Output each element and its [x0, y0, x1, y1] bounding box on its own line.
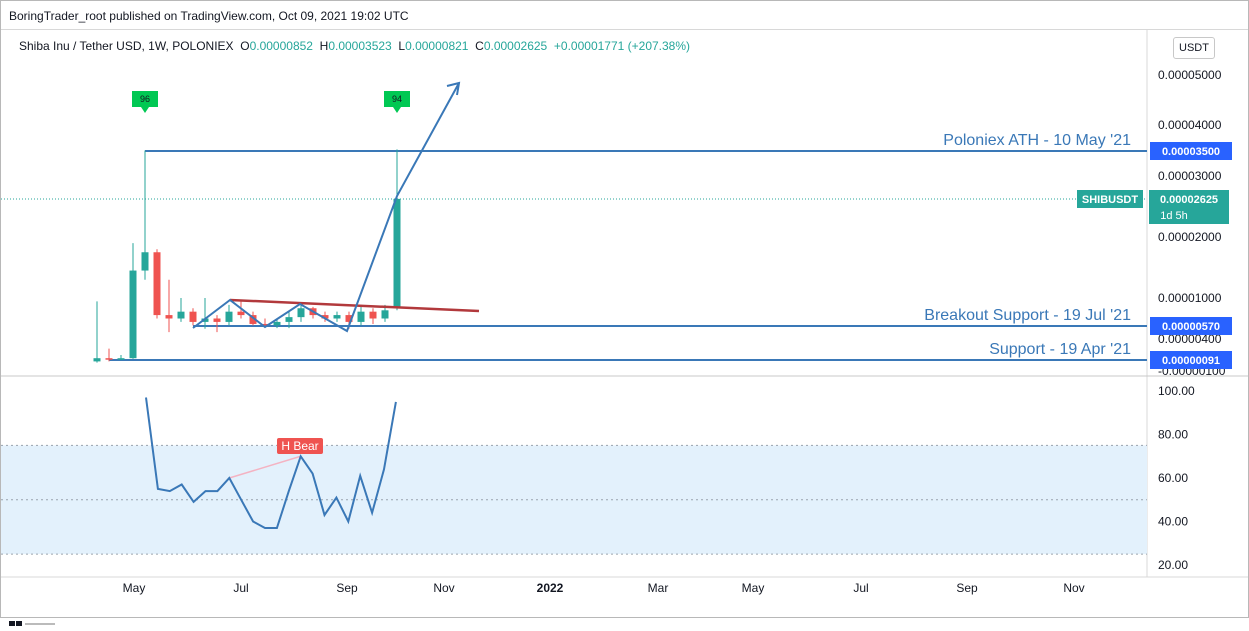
currency-button[interactable]: USDT: [1173, 37, 1215, 59]
candle-body: [129, 270, 137, 359]
horizontal-levels: Poloniex ATH - 10 May '21 0.00003500 Break…: [109, 132, 1232, 369]
time-tick-label: 2022: [537, 581, 564, 595]
candle-body: [189, 311, 197, 322]
candles: [93, 149, 401, 363]
candle-body: [201, 318, 209, 322]
symbol-tag-text: SHIBUSDT: [1082, 194, 1139, 206]
level-price-tag: [1150, 142, 1232, 160]
time-tick-label: May: [742, 581, 765, 595]
price-tick-label: 0.00000400: [1158, 332, 1222, 346]
publisher-line: BoringTrader_root published on TradingVi…: [9, 9, 409, 23]
publisher-bar: BoringTrader_root published on TradingVi…: [1, 1, 1248, 30]
last-price-text: 0.00002625: [1160, 194, 1218, 206]
candle-body: [357, 311, 365, 322]
level-label: Breakout Support - 19 Jul '21: [924, 307, 1131, 324]
time-axis: May Jul Sep Nov 2022 Mar May Jul Sep Nov: [123, 581, 1085, 595]
low-label: L: [398, 39, 406, 53]
hidden-bear-tag: [277, 438, 323, 454]
divergence-line: [229, 455, 301, 479]
chart-canvas: 0.00005000 0.00004000 0.00003000 0.00002000…: [1, 29, 1248, 595]
pattern-projection: [192, 82, 460, 333]
candle-body: [381, 310, 389, 319]
time-tick-label: Nov: [433, 581, 454, 595]
price-tick-label: 0.00005000: [1158, 68, 1222, 82]
time-tick-label: Sep: [956, 581, 978, 595]
time-tick-label: Mar: [648, 581, 669, 595]
hidden-bear-text: H Bear: [281, 439, 318, 453]
countdown-text: 1d 5h: [1160, 210, 1188, 222]
rsi-tick-label: 100.00: [1158, 384, 1195, 398]
level-price-text: 0.00003500: [1162, 146, 1220, 158]
candle-body: [273, 321, 281, 326]
candle-body: [225, 311, 233, 322]
candle-body: [261, 323, 269, 326]
candle-body: [285, 317, 293, 322]
time-tick-label: May: [123, 581, 146, 595]
candle-body: [249, 315, 257, 324]
high-value: 0.00003523: [328, 39, 392, 53]
candle-body: [93, 358, 101, 362]
resistance-trendline: [229, 298, 480, 313]
rsi-line: [145, 397, 397, 529]
tradingview-logo: [9, 613, 69, 626]
projection-arrow-head: [446, 81, 461, 96]
candle-body: [333, 315, 341, 319]
candle-body: [141, 252, 149, 271]
ohlc-legend: Shiba Inu / Tether USD, 1W, POLONIEX O0.…: [19, 39, 690, 53]
candle-body: [369, 311, 377, 319]
low-value: 0.00000821: [405, 39, 469, 53]
time-tick-label: Jul: [853, 581, 868, 595]
price-tick-label: 0.00002000: [1158, 230, 1222, 244]
signal-tag: [384, 91, 410, 113]
candle-body: [177, 311, 185, 319]
price-tick-label: 0.00004000: [1158, 118, 1222, 132]
rsi-tick-label: 40.00: [1158, 515, 1188, 529]
close-label: C: [475, 39, 484, 53]
signal-tag-text: 96: [140, 94, 150, 104]
level-label: Support - 19 Apr '21: [989, 341, 1131, 358]
candle-body: [393, 198, 401, 309]
rsi-tick-label: 20.00: [1158, 558, 1188, 572]
change-value: +0.00001771 (+207.38%): [553, 39, 691, 53]
price-tick-label: 0.00003000: [1158, 169, 1222, 183]
candle-body: [165, 315, 173, 319]
candle-body: [105, 358, 113, 360]
level-price-text: 0.00000091: [1162, 355, 1220, 367]
open-value: 0.00000852: [249, 39, 313, 53]
rsi-tick-label: 60.00: [1158, 471, 1188, 485]
last-price-tag: [1149, 190, 1229, 224]
level-label: Poloniex ATH - 10 May '21: [943, 132, 1131, 149]
close-value: 0.00002625: [483, 39, 548, 53]
hidden-bear-label: H Bear: [277, 438, 323, 454]
candle-body: [297, 308, 305, 318]
time-tick-label: Sep: [336, 581, 358, 595]
candle-body: [345, 315, 353, 322]
rsi-tick-label: 80.00: [1158, 428, 1188, 442]
symbol-tag: [1077, 190, 1143, 208]
price-tick-label: 0.00001000: [1158, 291, 1222, 305]
candle-body: [321, 315, 329, 319]
open-label: O: [240, 39, 250, 53]
time-tick-label: Jul: [233, 581, 248, 595]
candle-body: [117, 358, 125, 360]
level-price-tag: [1150, 317, 1232, 335]
time-tick-label: Nov: [1063, 581, 1084, 595]
candle-body: [213, 318, 221, 322]
candle-body: [237, 311, 245, 316]
signal-markers: 96 94: [132, 91, 410, 113]
signal-tag: [132, 91, 158, 113]
high-label: H: [319, 39, 329, 53]
price-axis: 0.00005000 0.00004000 0.00003000 0.00002000…: [1158, 68, 1226, 378]
rsi-axis: 100.00 80.00 60.00 40.00 20.00: [1158, 384, 1195, 572]
level-price-text: 0.00000570: [1162, 321, 1220, 333]
candle-body: [153, 252, 161, 316]
level-price-tag: [1150, 351, 1232, 369]
symbol-label: Shiba Inu / Tether USD, 1W, POLONIEX: [19, 39, 234, 53]
signal-tag-text: 94: [392, 94, 402, 104]
